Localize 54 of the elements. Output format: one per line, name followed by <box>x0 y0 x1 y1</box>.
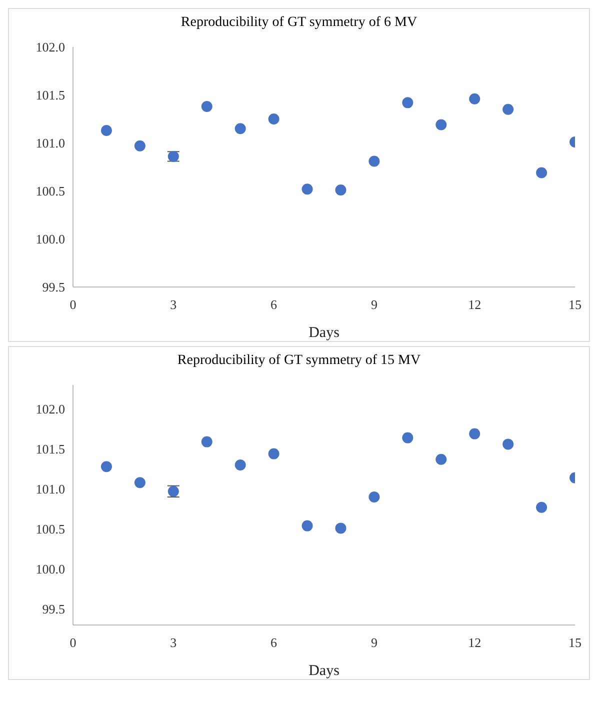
x-tick-label: 0 <box>70 635 76 651</box>
point <box>134 477 146 488</box>
x-tick-label: 9 <box>370 297 378 313</box>
point <box>335 184 346 196</box>
y-tick-label: 102.0 <box>36 402 65 417</box>
point <box>536 502 548 513</box>
point <box>268 114 280 124</box>
x-tick-label: 0 <box>70 297 76 313</box>
point <box>402 432 414 444</box>
x-tick-label: 12 <box>468 635 482 651</box>
point <box>201 101 212 112</box>
chart-title: Reproducibility of GT symmetry of 15 MV <box>176 352 422 369</box>
x-tick-label: 6 <box>270 635 278 651</box>
y-tick-label: 101.5 <box>36 88 65 103</box>
point <box>402 97 414 108</box>
point <box>536 167 548 178</box>
point <box>201 436 212 448</box>
chart-title: Reproducibility of GT symmetry of 6 MV <box>180 14 418 31</box>
x-tick-label: 6 <box>270 297 278 313</box>
y-tick-label: 100.5 <box>36 184 65 199</box>
point <box>100 461 112 472</box>
x-tick-label: 3 <box>170 297 177 313</box>
x-axis-title: Days <box>308 325 340 341</box>
point <box>469 428 480 440</box>
point <box>302 520 313 532</box>
x-tick-label: 15 <box>568 297 582 313</box>
point <box>436 454 447 465</box>
y-tick-label: 102.0 <box>36 40 65 55</box>
point <box>469 93 480 104</box>
point <box>302 184 313 195</box>
x-tick-label: 3 <box>170 635 177 651</box>
x-tick-label: 9 <box>370 635 378 651</box>
y-tick-label: 99.5 <box>42 602 65 617</box>
y-tick-label: 100.5 <box>36 522 65 537</box>
point <box>368 156 380 167</box>
point <box>134 140 146 152</box>
y-tick-label: 99.5 <box>42 280 65 295</box>
y-tick-label: 101.0 <box>36 482 65 497</box>
point <box>100 125 112 136</box>
y-tick-label: 101.0 <box>36 136 65 151</box>
point <box>436 119 447 130</box>
point <box>268 448 280 460</box>
point <box>234 123 246 134</box>
x-axis-title: Days <box>308 663 340 679</box>
y-tick-label: 100.0 <box>36 562 65 577</box>
point <box>368 492 380 502</box>
point <box>502 104 514 115</box>
point <box>502 438 514 450</box>
y-tick-label: 100.0 <box>36 232 65 247</box>
point <box>335 522 346 534</box>
point <box>234 460 246 470</box>
x-tick-label: 15 <box>568 635 582 651</box>
y-tick-label: 101.5 <box>36 442 65 457</box>
x-tick-label: 12 <box>468 297 482 313</box>
